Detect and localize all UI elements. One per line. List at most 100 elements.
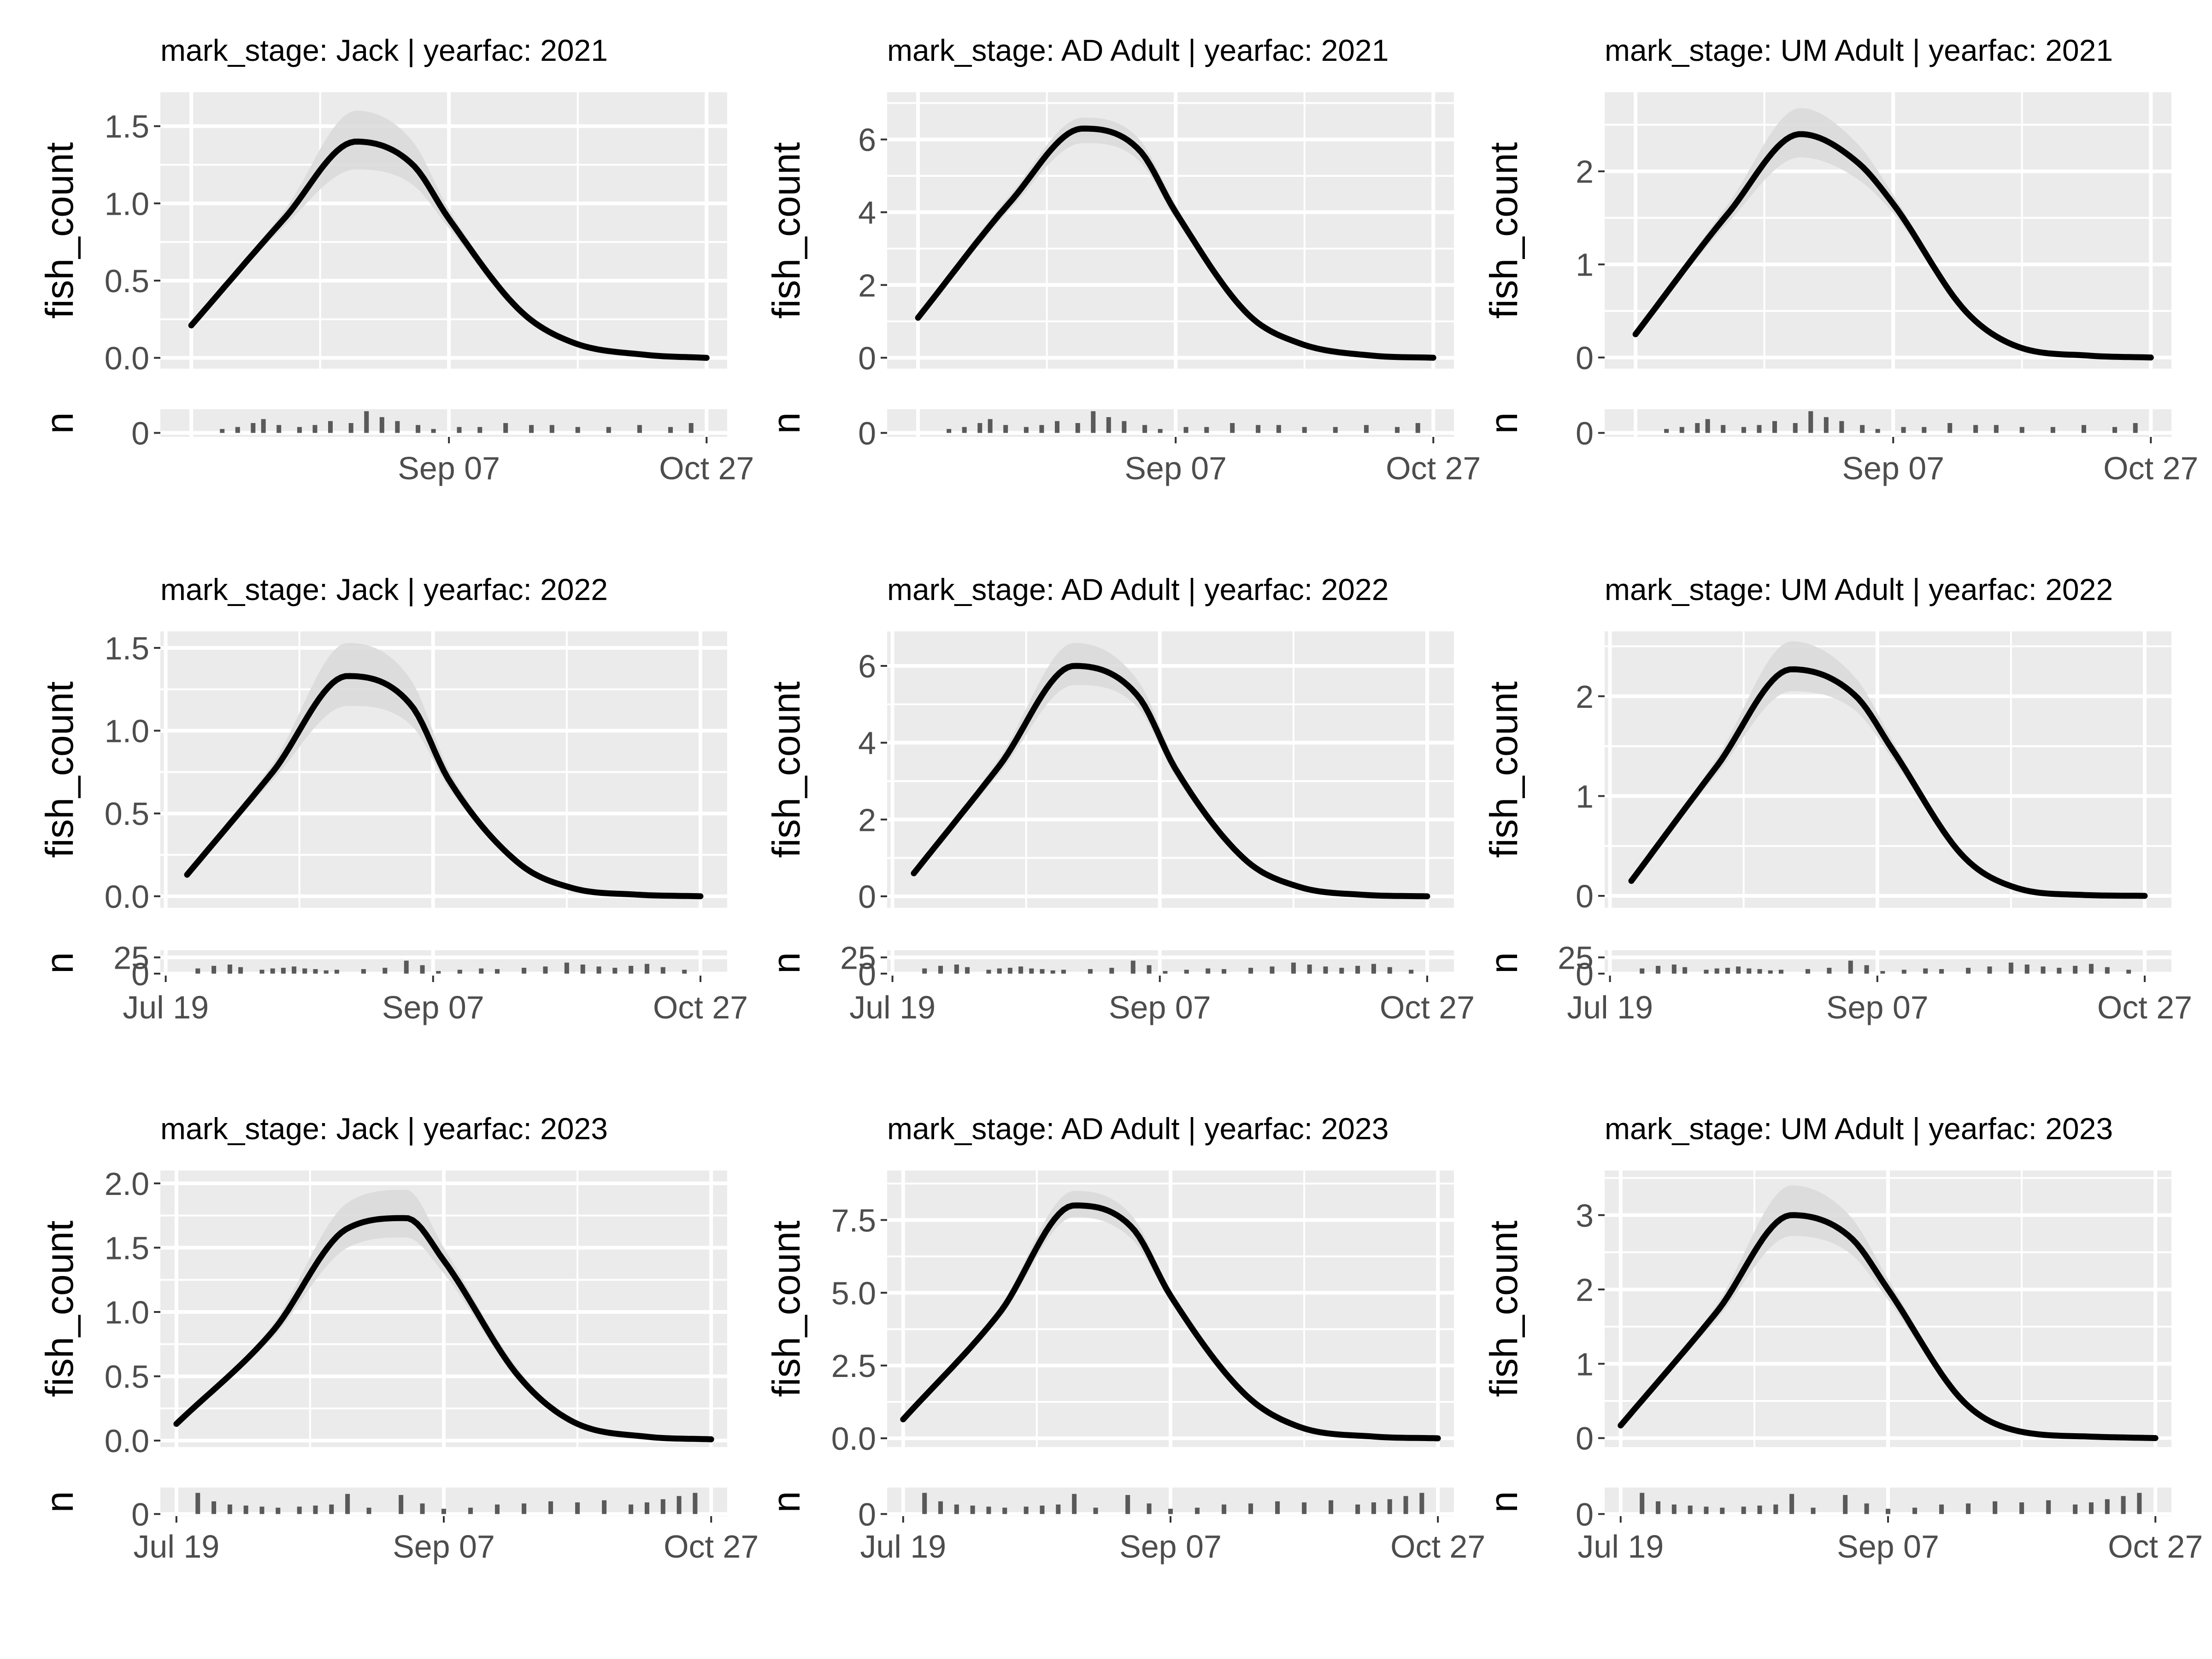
- count-bar: [668, 427, 673, 433]
- count-bar: [238, 967, 243, 974]
- count-bar: [1163, 971, 1168, 974]
- y-tick-label: 1: [1576, 778, 1594, 814]
- fitted-line: [915, 125, 1436, 361]
- count-bar: [276, 425, 282, 433]
- x-tick-label: Oct 27: [664, 1529, 759, 1565]
- count-tick-label: 0: [131, 956, 149, 992]
- y-tick-label: 4: [858, 725, 876, 761]
- count-bar: [1168, 1508, 1173, 1514]
- count-bar: [1789, 1494, 1794, 1514]
- count-bar: [660, 1499, 665, 1514]
- count-bar: [345, 1494, 350, 1514]
- count-bar: [1158, 429, 1163, 433]
- count-bar: [1757, 1506, 1762, 1514]
- count-bar: [399, 1495, 404, 1514]
- facet-panel: mark_stage: Jack | yearfac: 2022 0.0 0.5 1.…: [38, 572, 748, 1025]
- count-bar: [612, 968, 618, 974]
- y-tick-label: 0.0: [105, 341, 149, 377]
- count-bar: [312, 425, 318, 433]
- confidence-ribbon: [1631, 641, 2145, 896]
- y-tick-label: 1.0: [105, 713, 149, 749]
- count-bar: [1256, 425, 1261, 433]
- y-axis-title: fish_count: [38, 682, 81, 858]
- y-tick-label: 0.0: [105, 879, 149, 915]
- count-bar: [1125, 1495, 1130, 1514]
- count-bar: [1772, 421, 1777, 433]
- count-bar: [1939, 969, 1944, 974]
- count-bar: [1002, 1507, 1007, 1514]
- count-bar: [954, 965, 959, 974]
- count-tick-label: 25: [113, 940, 149, 976]
- count-bar: [503, 423, 508, 433]
- count-bar: [596, 966, 601, 974]
- count-tick-label: 25: [840, 940, 876, 976]
- y-tick-label: 2: [1576, 679, 1594, 715]
- count-bar: [297, 1506, 302, 1514]
- y-tick-label: 2: [1576, 1272, 1594, 1308]
- count-bar: [382, 968, 388, 974]
- count-bar: [2081, 425, 2086, 433]
- facet-panel: mark_stage: UM Adult | yearfac: 2022 0 1 2 f…: [1482, 572, 2192, 1025]
- count-bar: [1947, 423, 1953, 433]
- y-tick-label: 1.0: [105, 186, 149, 222]
- count-bar: [1275, 1501, 1280, 1514]
- count-bar: [1007, 968, 1012, 974]
- count-bar: [522, 1503, 527, 1514]
- y-axis-title: fish_count: [38, 1221, 81, 1397]
- count-bar: [1725, 968, 1730, 974]
- count-bar: [364, 411, 369, 433]
- count-bar: [1656, 965, 1661, 974]
- count-bar: [1679, 427, 1684, 433]
- count-bar: [1222, 1504, 1227, 1514]
- plot-background: [887, 631, 1454, 908]
- count-bar: [1147, 1503, 1152, 1514]
- count-tick-label: 0: [1576, 956, 1594, 992]
- facet-title: mark_stage: AD Adult | yearfac: 2022: [887, 572, 1388, 606]
- y-tick-label: 0.5: [105, 796, 149, 832]
- count-bar: [1371, 964, 1376, 974]
- count-bar: [1130, 960, 1135, 974]
- count-bar: [2073, 965, 2078, 974]
- y-tick-label: 0.5: [105, 263, 149, 299]
- count-bar: [243, 1506, 248, 1514]
- count-bar: [1142, 425, 1147, 433]
- count-bar: [522, 968, 527, 974]
- count-bar: [602, 1500, 607, 1514]
- count-bar: [1811, 1507, 1816, 1514]
- count-bar: [361, 969, 366, 974]
- confidence-ribbon: [1635, 108, 2151, 358]
- x-tick-label: Jul 19: [123, 989, 209, 1025]
- count-bar: [1222, 969, 1227, 974]
- count-bar: [2046, 1500, 2051, 1514]
- y-axis-title: fish_count: [765, 142, 808, 319]
- count-bar: [1109, 968, 1114, 974]
- count-bar: [276, 1507, 281, 1514]
- count-bar: [1901, 427, 1906, 433]
- x-tick-label: Oct 27: [2103, 450, 2198, 486]
- fitted-line: [184, 673, 704, 900]
- count-bar: [1093, 1507, 1098, 1514]
- count-bar: [1024, 1506, 1029, 1514]
- count-bar: [324, 970, 329, 974]
- count-bar: [1307, 965, 1312, 974]
- count-axis-title: n: [1482, 952, 1525, 974]
- y-tick-label: 1.5: [105, 109, 149, 145]
- count-bar: [1302, 427, 1307, 433]
- count-bar: [328, 421, 333, 433]
- fitted-line: [911, 663, 1430, 900]
- count-bar: [1714, 968, 1719, 974]
- count-bar: [548, 1501, 553, 1514]
- y-tick-label: 6: [858, 648, 876, 684]
- count-bar: [1184, 970, 1189, 974]
- count-bar: [1901, 970, 1906, 974]
- count-bar: [693, 1493, 698, 1514]
- count-bar: [1640, 968, 1645, 974]
- count-bar: [1923, 968, 1928, 974]
- count-bar: [1875, 429, 1880, 433]
- count-bar: [549, 425, 554, 433]
- count-bar: [1721, 425, 1726, 433]
- fitted-line: [1632, 131, 2154, 361]
- y-tick-label: 0: [1576, 1421, 1594, 1457]
- count-tick-label: 25: [1558, 940, 1594, 976]
- plot-background: [1605, 631, 2171, 908]
